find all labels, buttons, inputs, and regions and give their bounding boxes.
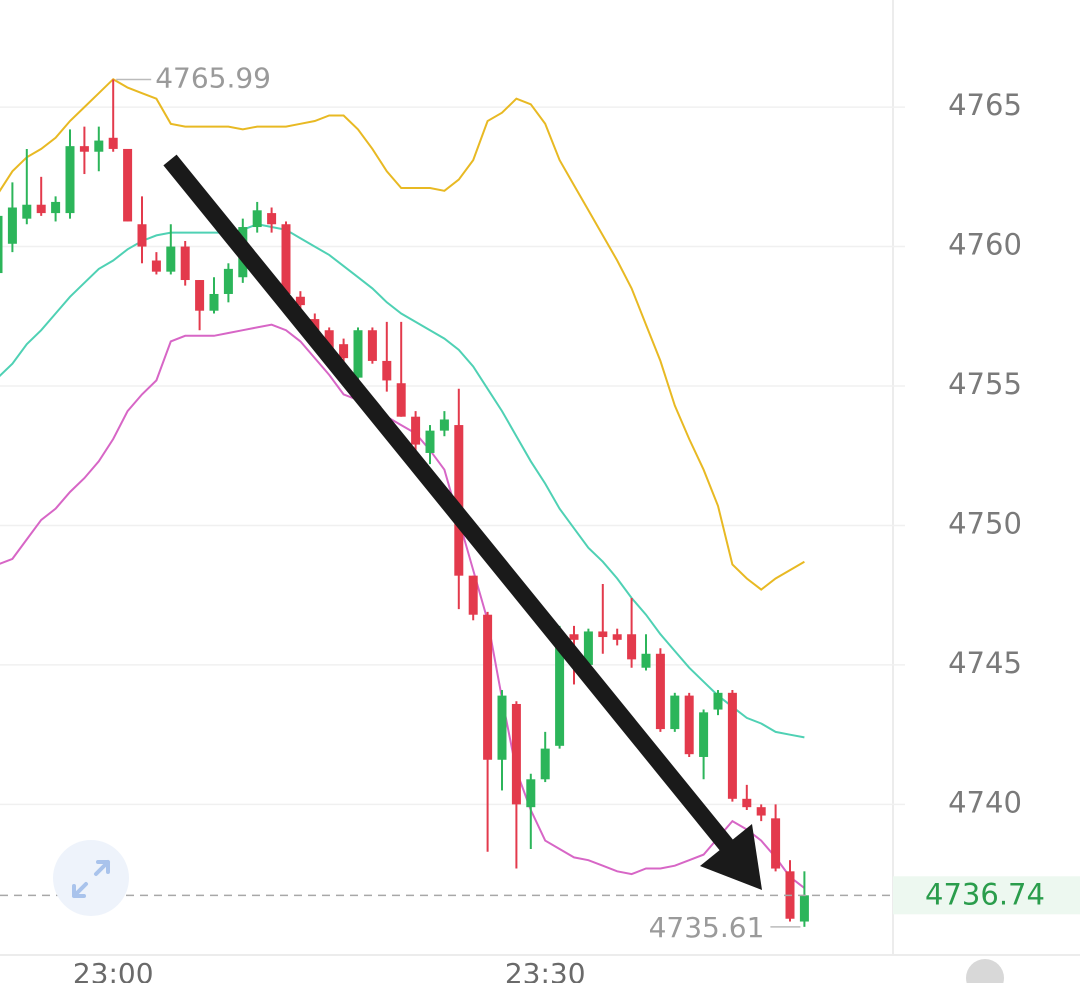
candle-body [727, 692, 737, 799]
candle-body [267, 213, 277, 225]
candle-body [137, 224, 147, 247]
candle-body [425, 430, 435, 453]
k-icon[interactable] [966, 959, 1004, 983]
candle-body [540, 748, 550, 780]
candle-body [151, 260, 161, 272]
candle-body [526, 779, 536, 808]
candle-body [713, 692, 723, 710]
candle-body [569, 634, 579, 640]
candle-body [295, 296, 305, 306]
candle-body [627, 634, 637, 660]
band-line [0, 323, 806, 889]
candles [0, 79, 809, 927]
arrow-head [700, 824, 762, 890]
candle-body [684, 695, 694, 755]
candle-body [799, 895, 809, 922]
candle-body [7, 207, 17, 244]
candle-body [468, 575, 478, 615]
low-label: 4735.61 [649, 911, 765, 944]
high-label: 4765.99 [155, 61, 271, 94]
candle-body [79, 146, 89, 152]
candle-body [382, 360, 392, 381]
y-tick-label: 4755 [948, 367, 1022, 401]
candle-body [353, 330, 363, 378]
y-tick-label: 4760 [948, 228, 1022, 262]
candle-body [310, 319, 320, 331]
candle-body [742, 798, 752, 808]
arrow-shaft [163, 154, 739, 858]
candle-body [324, 330, 334, 350]
candle-body [252, 210, 262, 228]
candle-body [699, 712, 709, 757]
candle-body [339, 344, 349, 359]
y-tick-label: 4765 [948, 88, 1022, 122]
last-price-bg [893, 876, 1080, 915]
candle-body [670, 695, 680, 730]
labels: 4740 4745 4750 4755 4760 4765 23:00 23:30 4765.9… [0, 61, 1080, 983]
candle-body [0, 215, 3, 274]
candle-body [439, 419, 449, 431]
candle-body [555, 639, 565, 746]
k-button[interactable] [966, 959, 1004, 983]
candle-body [612, 634, 622, 640]
x-tick-label: 23:00 [73, 957, 154, 983]
candle-body [396, 383, 406, 417]
candle-body [209, 293, 219, 311]
candle-body [583, 631, 593, 665]
candle-body [454, 425, 464, 576]
candle-body [22, 204, 32, 219]
expand-icon[interactable] [72, 860, 110, 898]
candle-body [223, 268, 233, 294]
candle-body [511, 703, 521, 805]
candle-body [123, 148, 133, 222]
last-price-label: 4736.74 [925, 877, 1045, 911]
candle-body [655, 653, 665, 730]
candle-body [281, 224, 291, 294]
candle-body [598, 631, 608, 638]
expand-button[interactable] [53, 840, 129, 916]
bands [0, 77, 806, 889]
expand-bg[interactable] [53, 840, 129, 916]
candle-body [51, 201, 61, 214]
candle-body [36, 204, 46, 214]
y-tick-label: 4750 [948, 506, 1022, 540]
candle-body [641, 653, 651, 668]
candle-body [94, 140, 104, 152]
candle-body [195, 280, 205, 311]
candle-body [771, 818, 781, 869]
candle-body [367, 330, 377, 361]
band-line [0, 223, 805, 739]
x-tick-label: 23:30 [505, 957, 586, 983]
candle-body [411, 416, 421, 445]
y-tick-label: 4740 [948, 785, 1022, 819]
candle-body [180, 246, 190, 281]
band-line [0, 77, 805, 591]
candle-body [65, 146, 75, 214]
candle-body [756, 807, 766, 816]
candle-body [166, 246, 176, 272]
candle-body [497, 695, 507, 760]
candle-body [108, 137, 118, 149]
candle-body [483, 614, 493, 760]
y-tick-label: 4745 [948, 646, 1022, 680]
trend-arrow [163, 154, 762, 890]
